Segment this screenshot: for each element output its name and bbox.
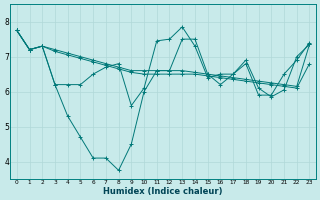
X-axis label: Humidex (Indice chaleur): Humidex (Indice chaleur)	[103, 187, 223, 196]
